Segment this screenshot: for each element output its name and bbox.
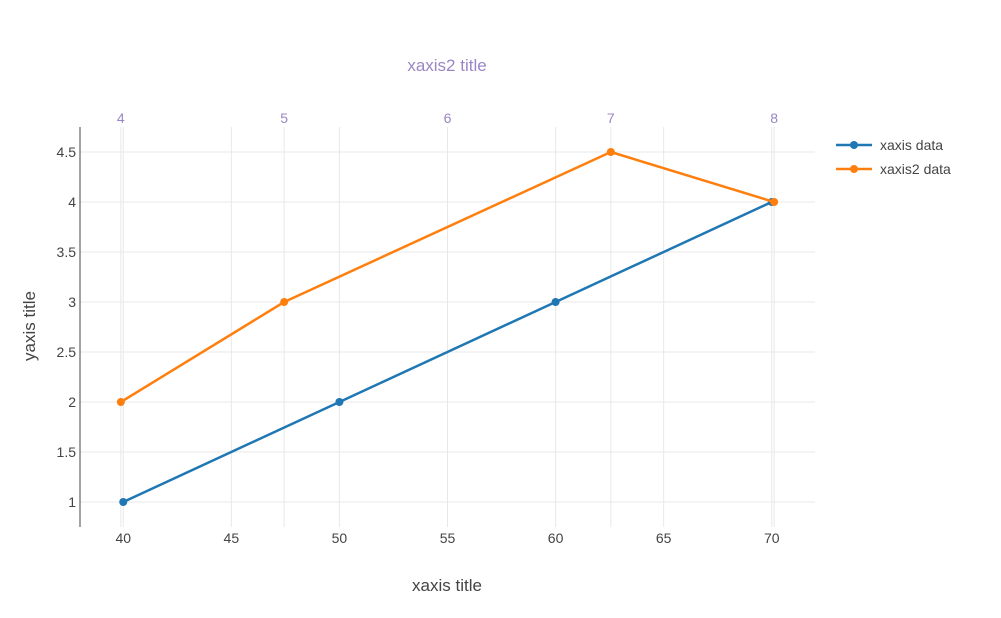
x2-tick-label: 8 bbox=[770, 110, 778, 126]
legend-swatch-marker bbox=[850, 165, 858, 173]
legend-swatch-marker bbox=[850, 141, 858, 149]
data-point bbox=[119, 498, 128, 506]
x-tick-label: 60 bbox=[548, 530, 564, 546]
y-tick-label: 1 bbox=[68, 494, 76, 510]
y-tick-label: 3.5 bbox=[57, 244, 77, 260]
y-tick-label: 1.5 bbox=[57, 444, 77, 460]
y-tick-label: 4 bbox=[68, 194, 76, 210]
x2-tick-label: 6 bbox=[444, 110, 452, 126]
x-tick-label: 45 bbox=[224, 530, 240, 546]
grid-layer bbox=[80, 127, 815, 527]
legend-item-xaxis2-data[interactable]: xaxis2 data bbox=[836, 161, 951, 177]
tick-labels: 40 45 50 55 60 65 704 5 6 7 811.522.533.544.5 bbox=[57, 110, 780, 546]
series-layer bbox=[116, 148, 779, 506]
data-point bbox=[606, 148, 615, 156]
y-axis-title: yaxis title bbox=[20, 291, 39, 361]
x-axis-title: xaxis title bbox=[412, 576, 482, 595]
x2-tick-label: 4 bbox=[117, 110, 125, 126]
y-tick-label: 4.5 bbox=[57, 144, 77, 160]
x-tick-label: 70 bbox=[764, 530, 780, 546]
y-tick-label: 2 bbox=[68, 394, 76, 410]
data-point bbox=[280, 298, 289, 306]
x2-axis-title: xaxis2 title bbox=[407, 56, 486, 75]
legend-item-xaxis-data[interactable]: xaxis data bbox=[836, 137, 943, 153]
legend-label: xaxis data bbox=[880, 137, 943, 153]
data-point bbox=[551, 298, 560, 306]
y-tick-label: 2.5 bbox=[57, 344, 77, 360]
data-point bbox=[770, 198, 779, 206]
data-point bbox=[335, 398, 344, 406]
x-tick-label: 65 bbox=[656, 530, 672, 546]
data-point bbox=[116, 398, 125, 406]
series-line-2 bbox=[120, 150, 775, 404]
y-tick-label: 3 bbox=[68, 294, 76, 310]
x-tick-label: 50 bbox=[332, 530, 348, 546]
x2-tick-label: 5 bbox=[280, 110, 288, 126]
series-line-1 bbox=[122, 200, 773, 504]
legend: xaxis data xaxis2 data bbox=[836, 137, 951, 177]
x-tick-label: 55 bbox=[440, 530, 456, 546]
x2-tick-label: 7 bbox=[607, 110, 615, 126]
x-tick-label: 40 bbox=[115, 530, 131, 546]
legend-label: xaxis2 data bbox=[880, 161, 951, 177]
